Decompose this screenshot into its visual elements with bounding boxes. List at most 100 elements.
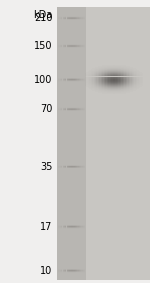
- Bar: [116, 93, 117, 95]
- Bar: [127, 71, 129, 72]
- Bar: [118, 80, 120, 81]
- Bar: [95, 81, 96, 82]
- Bar: [108, 81, 110, 82]
- Bar: [116, 67, 117, 68]
- Bar: [107, 67, 108, 68]
- Bar: [86, 82, 88, 83]
- Bar: [110, 80, 111, 81]
- Bar: [137, 81, 139, 82]
- Bar: [127, 92, 129, 93]
- Bar: [105, 79, 107, 80]
- Bar: [116, 80, 117, 81]
- Bar: [85, 76, 86, 78]
- Bar: [121, 73, 123, 74]
- Bar: [108, 79, 110, 80]
- Bar: [135, 70, 136, 71]
- Bar: [142, 74, 143, 75]
- Bar: [114, 86, 116, 87]
- Bar: [114, 76, 116, 78]
- Bar: [137, 86, 139, 87]
- Bar: [94, 82, 95, 83]
- Bar: [110, 88, 111, 89]
- Bar: [89, 71, 91, 72]
- Bar: [105, 78, 107, 79]
- Bar: [121, 71, 123, 72]
- Bar: [124, 78, 126, 79]
- Bar: [111, 70, 112, 71]
- Bar: [140, 86, 142, 87]
- Bar: [99, 90, 101, 91]
- Bar: [129, 67, 130, 68]
- Bar: [127, 73, 129, 74]
- Bar: [102, 69, 104, 70]
- Bar: [142, 76, 143, 78]
- Bar: [95, 90, 96, 91]
- Bar: [133, 78, 134, 79]
- Bar: [127, 82, 129, 83]
- Bar: [117, 81, 118, 82]
- Bar: [124, 83, 126, 84]
- Bar: [105, 82, 107, 83]
- Bar: [137, 73, 139, 74]
- Bar: [130, 87, 132, 88]
- Bar: [117, 83, 118, 84]
- Bar: [121, 87, 123, 88]
- Bar: [132, 69, 133, 70]
- Bar: [86, 76, 88, 78]
- Bar: [101, 73, 102, 74]
- Bar: [114, 85, 116, 86]
- Bar: [132, 85, 133, 86]
- Bar: [112, 78, 114, 79]
- Bar: [107, 80, 108, 81]
- Bar: [114, 79, 116, 80]
- Bar: [114, 87, 116, 88]
- Bar: [105, 87, 107, 88]
- Bar: [118, 83, 120, 84]
- Bar: [107, 78, 108, 79]
- Bar: [114, 88, 116, 89]
- Bar: [117, 93, 118, 95]
- Bar: [124, 93, 126, 95]
- Bar: [98, 79, 99, 80]
- Bar: [124, 67, 126, 68]
- Bar: [95, 68, 96, 69]
- Bar: [99, 66, 101, 67]
- Bar: [120, 83, 121, 84]
- Bar: [112, 68, 114, 69]
- Bar: [111, 71, 112, 72]
- Bar: [96, 80, 98, 81]
- Bar: [94, 76, 95, 78]
- Bar: [121, 89, 123, 90]
- Bar: [118, 79, 120, 80]
- Bar: [85, 80, 86, 81]
- Bar: [112, 82, 114, 83]
- Bar: [121, 81, 123, 82]
- Bar: [136, 74, 137, 75]
- Bar: [114, 67, 116, 68]
- Bar: [135, 72, 136, 73]
- Bar: [127, 80, 129, 81]
- Bar: [99, 89, 101, 90]
- Bar: [95, 74, 96, 75]
- Bar: [88, 83, 89, 84]
- Bar: [101, 81, 102, 82]
- Bar: [96, 82, 98, 83]
- Bar: [123, 69, 124, 70]
- Bar: [96, 76, 98, 78]
- Bar: [92, 81, 93, 82]
- Bar: [92, 76, 93, 78]
- Bar: [104, 90, 105, 91]
- Bar: [130, 79, 132, 80]
- Bar: [104, 89, 105, 90]
- Bar: [117, 91, 118, 92]
- Bar: [135, 90, 136, 91]
- Bar: [132, 90, 133, 91]
- Bar: [86, 85, 88, 86]
- Bar: [98, 78, 99, 79]
- Bar: [133, 81, 134, 82]
- Bar: [102, 65, 104, 66]
- Bar: [94, 74, 95, 75]
- Bar: [107, 90, 108, 91]
- Bar: [107, 71, 108, 72]
- Bar: [105, 68, 107, 69]
